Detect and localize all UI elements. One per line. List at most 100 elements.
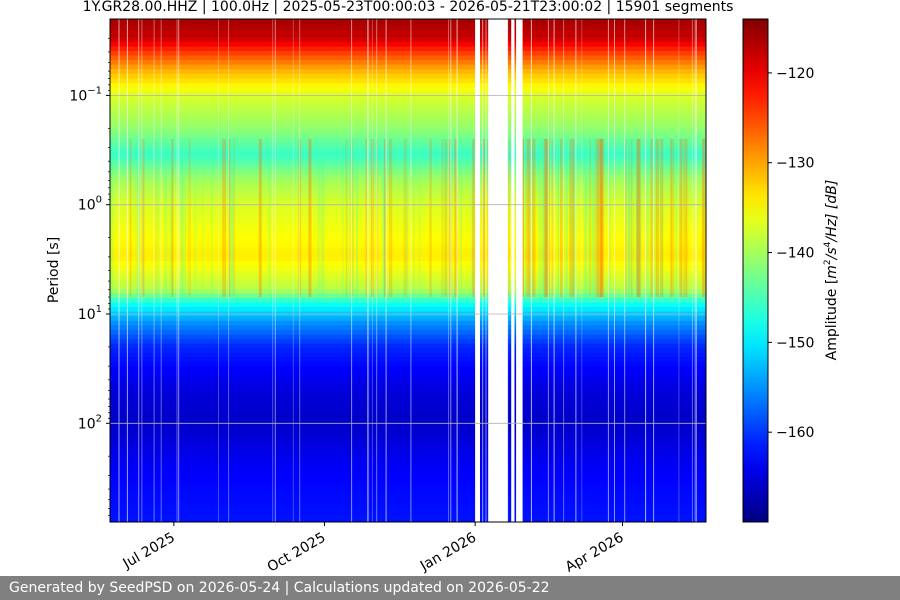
- psd-band: [110, 19, 706, 25]
- psd-band: [110, 224, 706, 230]
- segment-streak: [596, 138, 599, 298]
- psd-band: [110, 165, 706, 171]
- psd-chart: 1Y.GR28.00.HHZ | 100.0Hz | 2025-05-23T00…: [46, 0, 840, 576]
- segment-streak: [141, 138, 145, 298]
- segment-dropout-line: [176, 19, 178, 522]
- psd-band: [110, 448, 706, 455]
- psd-band: [110, 439, 706, 445]
- segment-dropout-line: [547, 19, 549, 522]
- segment-streak: [258, 138, 263, 298]
- segment-streak: [655, 138, 660, 298]
- psd-band: [110, 211, 706, 217]
- psd-band: [110, 137, 706, 144]
- segment-dropout-line: [696, 19, 697, 522]
- segment-streak: [569, 138, 574, 298]
- psd-band: [110, 430, 706, 436]
- segment-streak: [233, 138, 236, 298]
- psd-band: [110, 320, 706, 326]
- psd-band: [110, 512, 706, 519]
- data-gap: [488, 19, 508, 522]
- segment-streak: [110, 138, 114, 298]
- x-tick-label: Oct 2025: [265, 530, 329, 576]
- psd-band: [110, 375, 706, 381]
- psd-band: [110, 412, 706, 418]
- psd-band: [110, 174, 706, 180]
- segment-streak: [651, 138, 653, 298]
- segment-streak: [182, 138, 184, 298]
- spectrogram-plot: [110, 19, 706, 522]
- psd-band: [110, 329, 706, 336]
- segment-dropout-line: [607, 19, 609, 522]
- segment-streak: [308, 138, 312, 298]
- segment-dropout-line: [410, 19, 412, 522]
- psd-band: [110, 160, 706, 166]
- psd-band: [110, 179, 706, 185]
- segment-streak: [548, 138, 550, 298]
- segment-streak: [470, 138, 475, 298]
- segment-streak: [569, 138, 574, 298]
- y-axis-label: Period [s]: [46, 237, 62, 303]
- segment-streak: [650, 138, 653, 298]
- segment-streak: [702, 138, 704, 298]
- segment-streak: [418, 138, 421, 298]
- psd-band: [110, 499, 706, 505]
- segment-streak: [230, 138, 234, 298]
- psd-band: [110, 73, 706, 80]
- psd-band: [110, 51, 706, 57]
- psd-band: [110, 288, 706, 294]
- segment-streak: [483, 138, 485, 298]
- segment-dropout-line: [371, 19, 373, 522]
- segment-streak: [544, 138, 549, 298]
- segment-streak: [572, 138, 575, 298]
- colorbar-ticks: −120 −130 −140 −150 −160: [768, 66, 814, 441]
- segment-streak: [632, 138, 635, 298]
- segment-streak: [544, 138, 549, 298]
- segment-streak: [345, 138, 348, 298]
- segment-streak: [670, 138, 675, 298]
- psd-band: [110, 325, 706, 331]
- psd-band: [110, 110, 706, 116]
- psd-band: [110, 142, 706, 148]
- segment-streak: [521, 138, 524, 298]
- psd-band: [110, 284, 706, 290]
- segment-streak: [157, 138, 160, 298]
- segment-streak: [298, 138, 302, 298]
- psd-band: [110, 265, 706, 272]
- segment-dropout-line: [376, 19, 378, 522]
- segment-streak: [164, 138, 168, 298]
- psd-band: [110, 37, 706, 43]
- x-tick-label: Jul 2025: [120, 530, 178, 573]
- segment-dropout-line: [482, 19, 484, 522]
- psd-band: [110, 352, 706, 358]
- segment-dropout-line: [563, 19, 565, 522]
- y-axis: 10−1 100 101 102: [69, 37, 110, 517]
- segment-dropout-line: [450, 19, 452, 522]
- segment-streak: [557, 138, 560, 298]
- segment-streak: [356, 138, 358, 298]
- segment-dropout-line: [272, 19, 274, 522]
- psd-band: [110, 55, 706, 61]
- segment-dropout-line: [530, 19, 532, 522]
- psd-band: [110, 407, 706, 413]
- segment-dropout-line: [218, 19, 219, 522]
- psd-band: [110, 32, 706, 38]
- psd-band: [110, 247, 706, 253]
- segment-streak: [180, 138, 184, 298]
- segment-streak: [156, 138, 159, 298]
- segment-streak: [351, 138, 354, 298]
- segment-streak: [526, 138, 528, 298]
- segment-streak: [532, 138, 536, 298]
- segment-streak: [703, 138, 706, 298]
- segment-streak: [230, 138, 234, 298]
- segment-streak: [600, 138, 605, 298]
- psd-band: [110, 307, 706, 313]
- segment-streak: [169, 138, 173, 298]
- psd-band: [110, 243, 706, 249]
- psd-band: [110, 252, 706, 258]
- psd-band: [110, 261, 706, 267]
- psd-band: [110, 151, 706, 157]
- psd-band: [110, 462, 706, 468]
- segment-dropout-line: [228, 19, 230, 522]
- colorbar-label: Amplitude [m2/s4/Hz] [dB]: [823, 180, 840, 361]
- segment-streak: [171, 138, 174, 298]
